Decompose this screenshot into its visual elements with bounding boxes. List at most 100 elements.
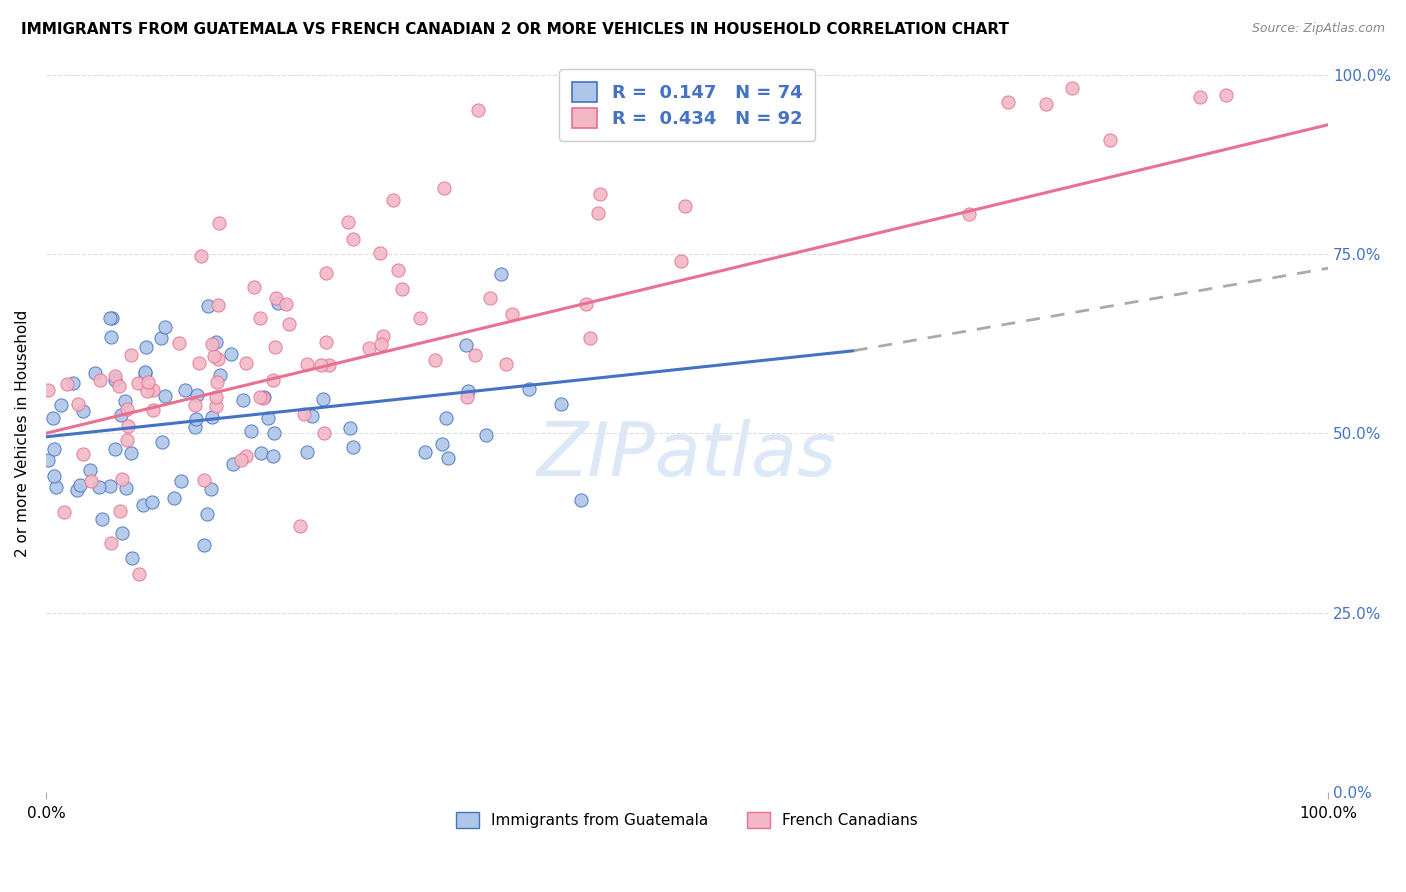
Point <box>184 411 207 425</box>
Point <box>229 453 252 467</box>
Point <box>249 311 271 326</box>
Point <box>134 366 156 380</box>
Point <box>111 472 134 486</box>
Point <box>517 382 540 396</box>
Point <box>357 341 380 355</box>
Point <box>209 368 232 382</box>
Point <box>120 348 142 362</box>
Point <box>52 505 75 519</box>
Point <box>263 425 285 440</box>
Point <box>111 525 134 540</box>
Point <box>204 400 226 414</box>
Point <box>193 473 215 487</box>
Point <box>311 358 333 372</box>
Point <box>1137 31 1160 45</box>
Text: Source: ZipAtlas.com: Source: ZipAtlas.com <box>1251 22 1385 36</box>
Point <box>267 296 290 310</box>
Point <box>204 334 226 349</box>
Point <box>253 390 276 404</box>
Point <box>155 320 177 334</box>
Point <box>257 410 280 425</box>
Point <box>83 366 105 380</box>
Point <box>957 206 980 220</box>
Point <box>434 411 457 425</box>
Point <box>430 437 453 451</box>
Point <box>104 442 127 456</box>
Point <box>114 481 136 495</box>
Point <box>391 282 413 296</box>
Point <box>201 409 224 424</box>
Point <box>262 449 284 463</box>
Point <box>37 384 59 398</box>
Point <box>235 449 257 463</box>
Point <box>219 347 242 361</box>
Point <box>250 446 273 460</box>
Point <box>104 373 127 387</box>
Point <box>100 310 122 325</box>
Point <box>163 491 186 506</box>
Point <box>195 508 218 522</box>
Point <box>240 424 263 438</box>
Point <box>489 268 512 282</box>
Point <box>188 356 211 370</box>
Point <box>252 391 274 405</box>
Point <box>42 469 65 483</box>
Point <box>381 194 404 208</box>
Point <box>45 480 67 494</box>
Point <box>120 445 142 459</box>
Point <box>301 409 323 423</box>
Point <box>66 483 89 497</box>
Point <box>184 420 207 434</box>
Point <box>190 249 212 263</box>
Point <box>437 451 460 466</box>
Point <box>186 388 208 402</box>
Point <box>1215 87 1237 102</box>
Point <box>1291 31 1313 45</box>
Point <box>588 187 610 202</box>
Point <box>142 383 165 397</box>
Point <box>314 425 336 440</box>
Point <box>413 445 436 459</box>
Point <box>1188 90 1211 104</box>
Point <box>205 376 228 390</box>
Point <box>1099 133 1122 147</box>
Legend: Immigrants from Guatemala, French Canadians: Immigrants from Guatemala, French Canadi… <box>450 806 924 835</box>
Point <box>433 181 456 195</box>
Point <box>200 336 222 351</box>
Point <box>117 419 139 434</box>
Point <box>312 392 335 406</box>
Point <box>579 331 602 345</box>
Point <box>141 495 163 509</box>
Point <box>79 462 101 476</box>
Point <box>100 330 122 344</box>
Point <box>153 389 176 403</box>
Point <box>277 318 299 332</box>
Point <box>110 504 132 518</box>
Point <box>100 536 122 550</box>
Point <box>266 291 288 305</box>
Point <box>456 390 478 404</box>
Text: IMMIGRANTS FROM GUATEMALA VS FRENCH CANADIAN 2 OR MORE VEHICLES IN HOUSEHOLD COR: IMMIGRANTS FROM GUATEMALA VS FRENCH CANA… <box>21 22 1010 37</box>
Point <box>42 442 65 457</box>
Point <box>387 263 409 277</box>
Point <box>127 376 149 390</box>
Point <box>368 246 391 260</box>
Point <box>142 403 165 417</box>
Point <box>37 453 59 467</box>
Point <box>91 511 114 525</box>
Point <box>1317 31 1340 45</box>
Point <box>457 384 479 399</box>
Point <box>72 447 94 461</box>
Point <box>464 348 486 362</box>
Point <box>423 353 446 368</box>
Point <box>495 357 517 371</box>
Point <box>69 478 91 492</box>
Point <box>49 399 72 413</box>
Point <box>184 398 207 412</box>
Point <box>55 376 77 391</box>
Point <box>128 567 150 582</box>
Point <box>89 374 111 388</box>
Point <box>550 397 572 411</box>
Point <box>208 216 231 230</box>
Point <box>207 352 229 367</box>
